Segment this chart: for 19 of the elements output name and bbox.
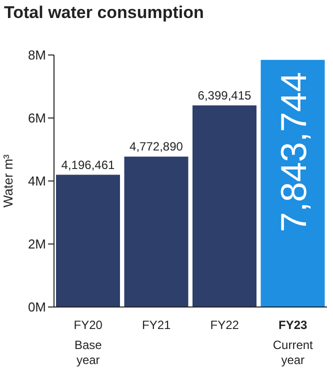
bar xyxy=(192,105,256,307)
data-label: 4,772,890 xyxy=(130,140,184,154)
chart-title: Total water consumption xyxy=(4,3,204,23)
y-tick-label: 0M xyxy=(28,300,46,315)
bar xyxy=(56,174,120,307)
bar xyxy=(260,60,325,307)
data-label: 7,843,744 xyxy=(272,72,314,232)
data-label: 4,196,461 xyxy=(61,158,116,172)
y-tick-label: 2M xyxy=(28,236,46,252)
y-tick-label: 8M xyxy=(28,48,46,63)
data-label: 6,399,415 xyxy=(198,88,252,102)
x-tick-label: FY20 Base year xyxy=(74,318,103,367)
x-tick-label: FY21 xyxy=(142,318,172,332)
y-tick-label: 6M xyxy=(28,110,46,126)
bar xyxy=(124,156,188,307)
y-axis-title: Water m³ xyxy=(0,154,16,208)
y-tick-label: 4M xyxy=(28,174,46,189)
x-tick-label: FY23 Current year xyxy=(272,318,314,367)
x-tick-label: FY22 xyxy=(210,318,240,332)
